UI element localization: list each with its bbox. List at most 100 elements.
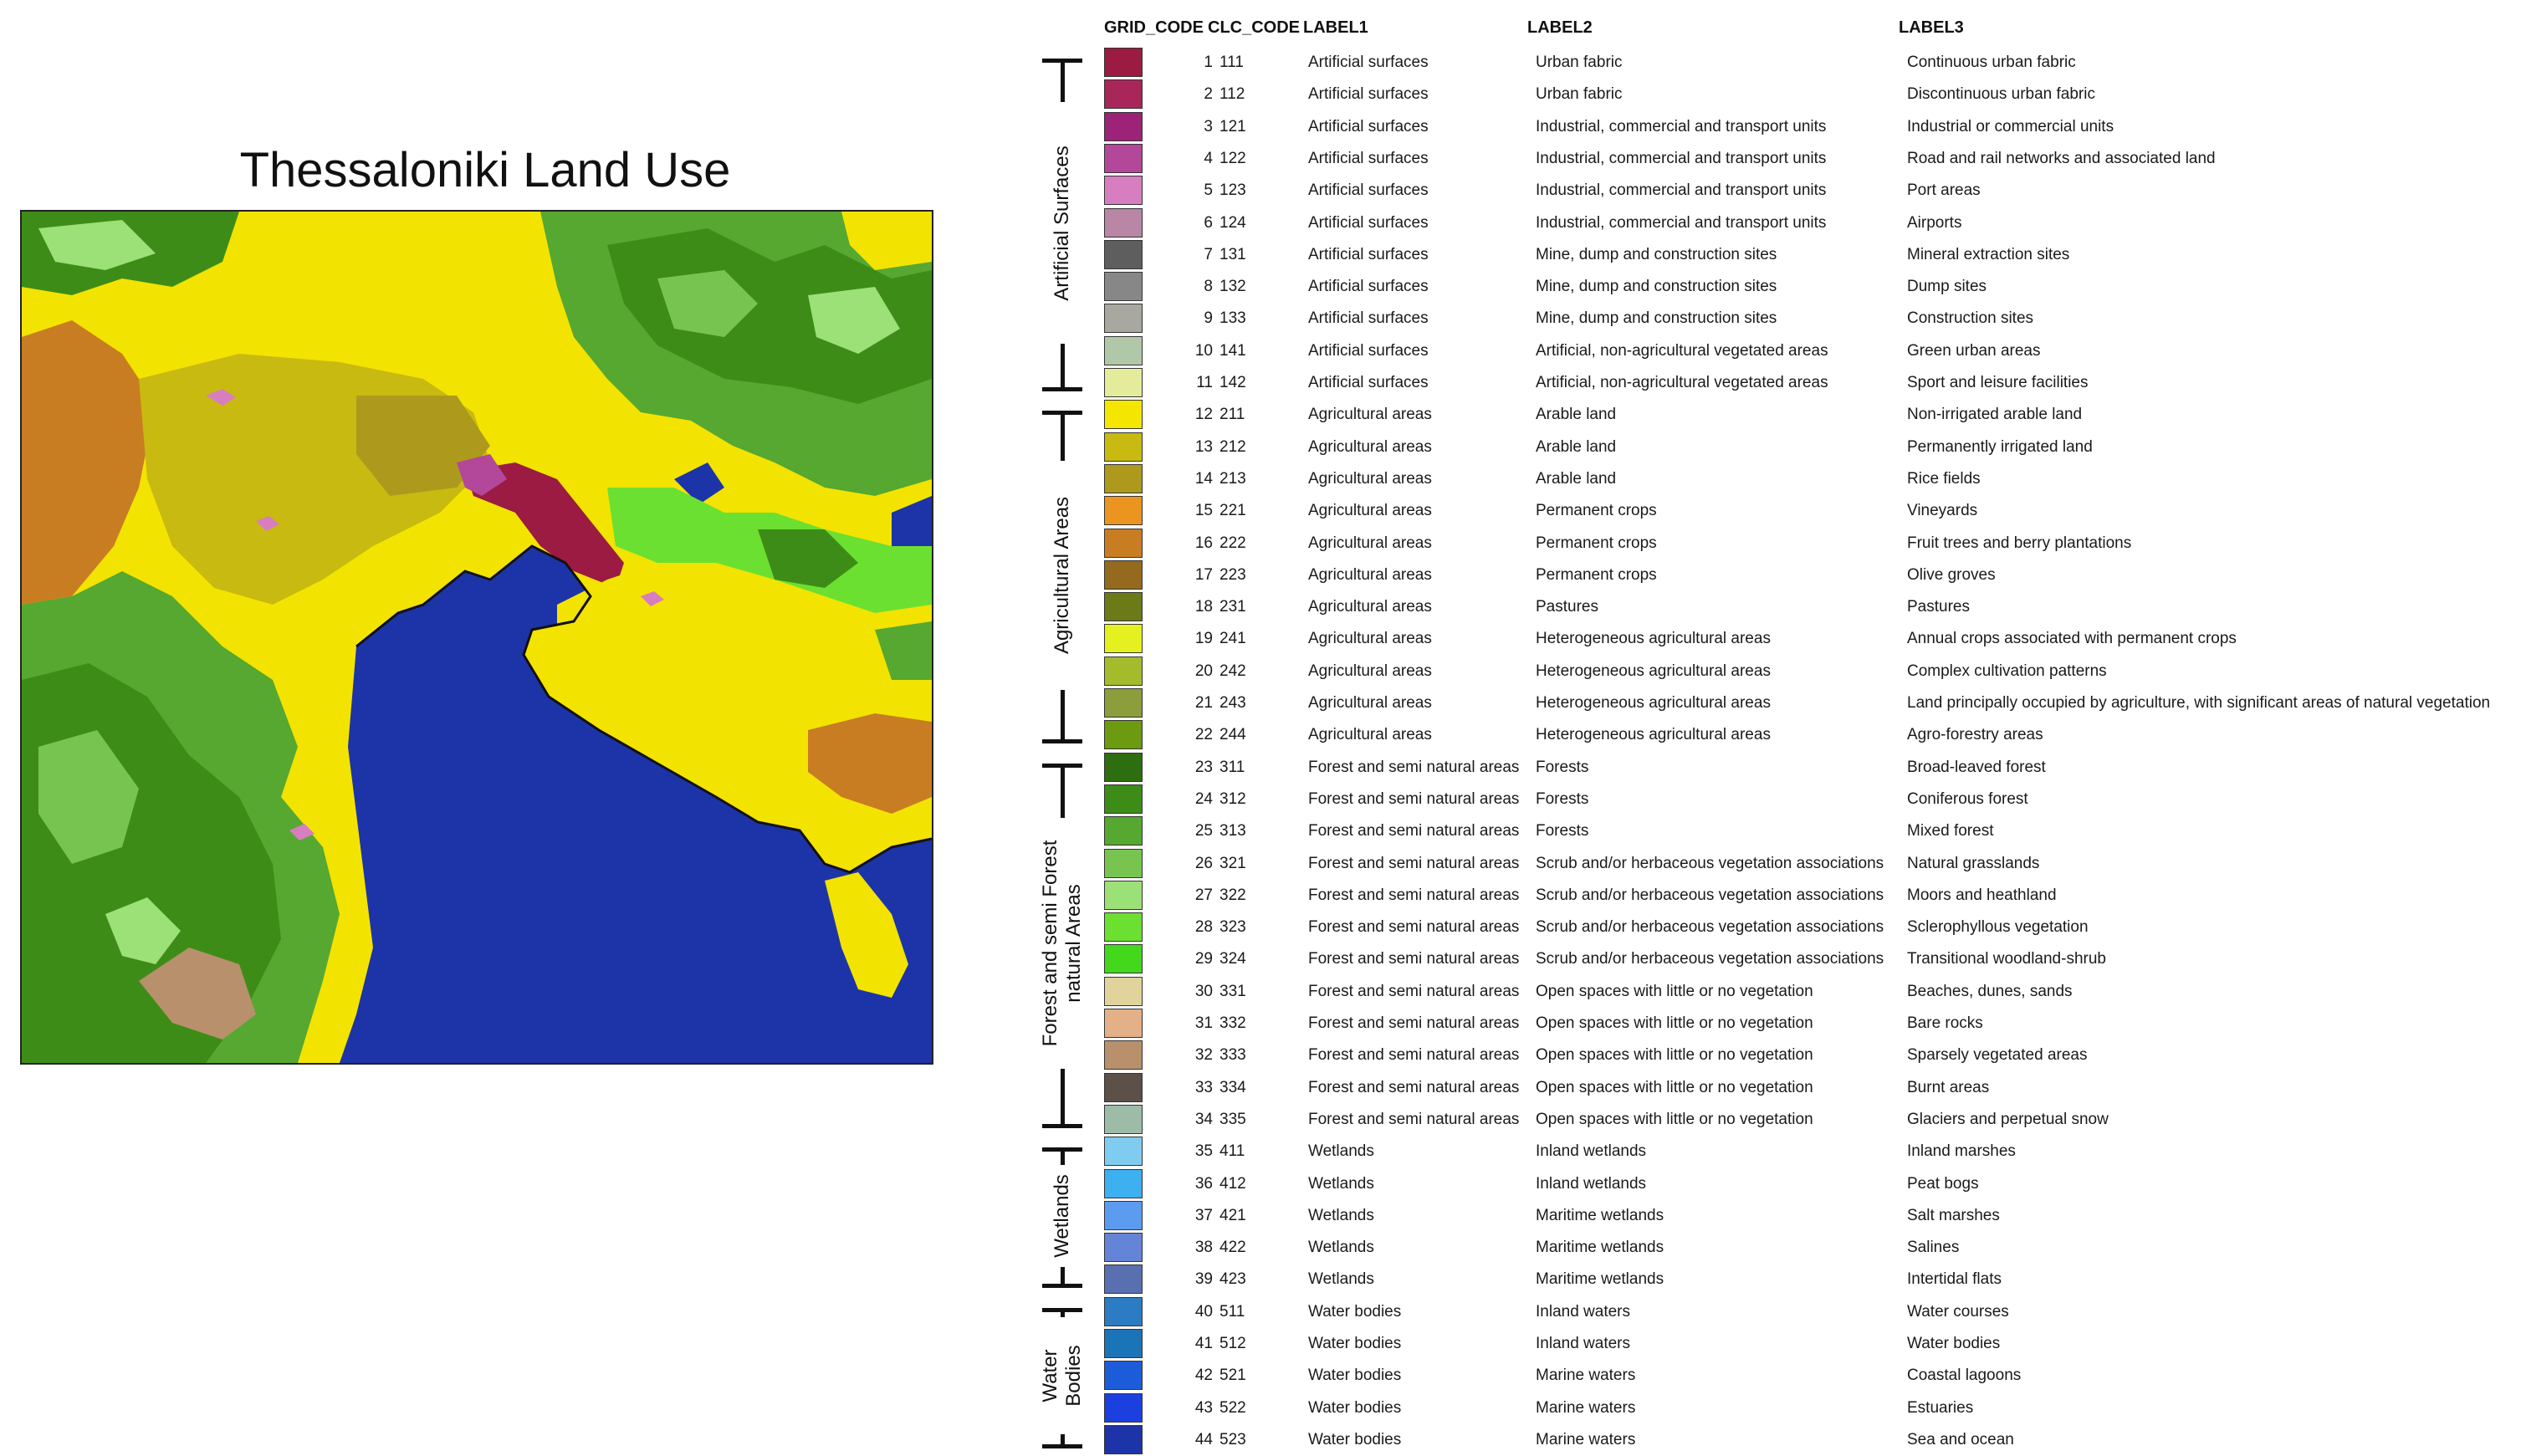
- grid-code-cell: 21: [1194, 694, 1213, 712]
- grid-code-cell: 18: [1194, 598, 1213, 616]
- color-swatch: [1104, 79, 1143, 110]
- clc-code-cell: 521: [1220, 1367, 1246, 1385]
- label2-cell: Industrial, commercial and transport uni…: [1536, 149, 1827, 167]
- label2-cell: Permanent crops: [1536, 502, 1657, 520]
- label2-cell: Marine waters: [1536, 1367, 1636, 1385]
- label1-cell: Forest and semi natural areas: [1308, 822, 1520, 840]
- label1-cell: Water bodies: [1308, 1302, 1402, 1321]
- map-title: Thessaloniki Land Use: [239, 143, 731, 197]
- clc-code-cell: 223: [1220, 565, 1246, 584]
- legend-row: 9 133 Artificial surfaces Mine, dump and co…: [1104, 303, 2518, 335]
- color-swatch: [1104, 496, 1143, 526]
- label3-cell: Rice fields: [1907, 469, 1981, 488]
- label1-cell: Wetlands: [1308, 1239, 1374, 1257]
- label2-cell: Heterogeneous agricultural areas: [1536, 662, 1771, 680]
- label2-cell: Scrub and/or herbaceous vegetation assoc…: [1536, 918, 1884, 937]
- label3-cell: Vineyards: [1907, 502, 1978, 520]
- label1-cell: Forest and semi natural areas: [1308, 1078, 1520, 1096]
- legend-row: 32 333 Forest and semi natural areas Open s…: [1104, 1040, 2518, 1071]
- grid-code-cell: 22: [1194, 726, 1213, 744]
- label3-cell: Agro-forestry areas: [1907, 726, 2043, 744]
- label2-cell: Urban fabric: [1536, 85, 1623, 104]
- legend-row: 12 211 Agricultural areas Arable land Non-ir…: [1104, 399, 2518, 431]
- grid-code-cell: 33: [1194, 1078, 1213, 1096]
- label3-cell: Estuaries: [1907, 1398, 1974, 1417]
- grid-code-cell: 43: [1194, 1398, 1213, 1417]
- label1-cell: Wetlands: [1308, 1142, 1374, 1161]
- clc-code-cell: 333: [1220, 1046, 1246, 1065]
- land-use-map: [20, 210, 933, 1065]
- clc-code-cell: 421: [1220, 1206, 1246, 1224]
- label2-cell: Scrub and/or herbaceous vegetation assoc…: [1536, 886, 1884, 904]
- label1-cell: Water bodies: [1308, 1335, 1402, 1352]
- legend-row: 7 131 Artificial surfaces Mine, dump and co…: [1104, 239, 2518, 271]
- color-swatch: [1104, 176, 1143, 206]
- grid-code-cell: 44: [1194, 1430, 1213, 1448]
- group-bracket-line: [1061, 59, 1065, 103]
- header-label3: LABEL3: [1899, 18, 1964, 37]
- legend-row: 20 242 Agricultural areas Heterogeneous agr…: [1104, 656, 2518, 687]
- clc-code-cell: 423: [1220, 1270, 1246, 1289]
- label1-cell: Forest and semi natural areas: [1308, 758, 1520, 776]
- legend-row: 37 421 Wetlands Maritime wetlands Salt marsh…: [1104, 1200, 2518, 1232]
- label2-cell: Inland wetlands: [1536, 1174, 1647, 1193]
- legend-row: 35 411 Wetlands Inland wetlands Inland marsh…: [1104, 1136, 2518, 1167]
- label1-cell: Forest and semi natural areas: [1308, 982, 1520, 1000]
- legend-row: 6 124 Artificial surfaces Industrial, comme…: [1104, 207, 2518, 239]
- legend-row: 29 324 Forest and semi natural areas Scrub …: [1104, 943, 2518, 975]
- legend-row: 11 142 Artificial surfaces Artificial, non-…: [1104, 367, 2518, 399]
- label2-cell: Maritime wetlands: [1536, 1239, 1664, 1257]
- label1-cell: Water bodies: [1308, 1398, 1402, 1417]
- label2-cell: Forests: [1536, 789, 1589, 808]
- label1-cell: Water bodies: [1308, 1367, 1402, 1385]
- label2-cell: Open spaces with little or no vegetation: [1536, 982, 1813, 1000]
- legend-row: 18 231 Agricultural areas Pastures Pastures: [1104, 591, 2518, 623]
- clc-code-cell: 142: [1220, 374, 1246, 391]
- label1-cell: Wetlands: [1308, 1174, 1374, 1193]
- label1-cell: Forest and semi natural areas: [1308, 789, 1520, 808]
- header-grid-code: GRID_CODE: [1104, 18, 1204, 37]
- grid-code-cell: 26: [1194, 854, 1213, 872]
- group-bracket-line: [1061, 1069, 1065, 1124]
- clc-code-cell: 422: [1220, 1239, 1246, 1257]
- group-label-line: Forest and semi Forest: [1039, 840, 1061, 1047]
- grid-code-cell: 5: [1204, 181, 1213, 200]
- label2-cell: Maritime wetlands: [1536, 1206, 1664, 1224]
- legend-row: 24 312 Forest and semi natural areas Forest…: [1104, 784, 2518, 815]
- label2-cell: Industrial, commercial and transport uni…: [1536, 181, 1827, 200]
- clc-code-cell: 311: [1220, 758, 1245, 776]
- label3-cell: Olive groves: [1907, 565, 1996, 584]
- color-swatch: [1104, 720, 1143, 750]
- header-label2: LABEL2: [1527, 18, 1593, 37]
- label1-cell: Agricultural areas: [1308, 662, 1432, 680]
- grid-code-cell: 2: [1204, 85, 1213, 104]
- legend-row: 10 141 Artificial surfaces Artificial, non-…: [1104, 335, 2518, 367]
- group-bracket-bottom: [1042, 1123, 1082, 1128]
- header-label1: LABEL1: [1303, 18, 1368, 37]
- group-label: Artificial Surfaces: [1051, 145, 1073, 301]
- clc-code-cell: 123: [1220, 181, 1246, 200]
- legend-row: 40 511 Water bodies Inland waters Water cour…: [1104, 1296, 2518, 1328]
- clc-code-cell: 511: [1220, 1302, 1245, 1321]
- grid-code-cell: 10: [1194, 341, 1213, 360]
- group-label-line: Bodies: [1062, 1345, 1085, 1407]
- label3-cell: Moors and heathland: [1907, 886, 2057, 904]
- grid-code-cell: 14: [1194, 469, 1213, 488]
- grid-code-cell: 6: [1204, 213, 1213, 232]
- color-swatch: [1104, 1040, 1143, 1070]
- label2-cell: Artificial, non-agricultural vegetated a…: [1536, 374, 1828, 391]
- label3-cell: Continuous urban fabric: [1907, 54, 2076, 71]
- label2-cell: Permanent crops: [1536, 565, 1657, 584]
- color-swatch: [1104, 1264, 1143, 1295]
- grid-code-cell: 23: [1194, 758, 1213, 776]
- label3-cell: Water bodies: [1907, 1335, 2001, 1352]
- label3-cell: Annual crops associated with permanent c…: [1907, 630, 2237, 648]
- label2-cell: Arable land: [1536, 406, 1617, 424]
- legend-row: 13 212 Agricultural areas Arable land Perman…: [1104, 432, 2518, 463]
- label1-cell: Artificial surfaces: [1308, 85, 1429, 104]
- clc-code-cell: 212: [1220, 437, 1246, 456]
- label2-cell: Scrub and/or herbaceous vegetation assoc…: [1536, 950, 1884, 968]
- group-label-line: Water: [1039, 1349, 1061, 1402]
- label2-cell: Heterogeneous agricultural areas: [1536, 694, 1771, 712]
- label1-cell: Artificial surfaces: [1308, 309, 1429, 328]
